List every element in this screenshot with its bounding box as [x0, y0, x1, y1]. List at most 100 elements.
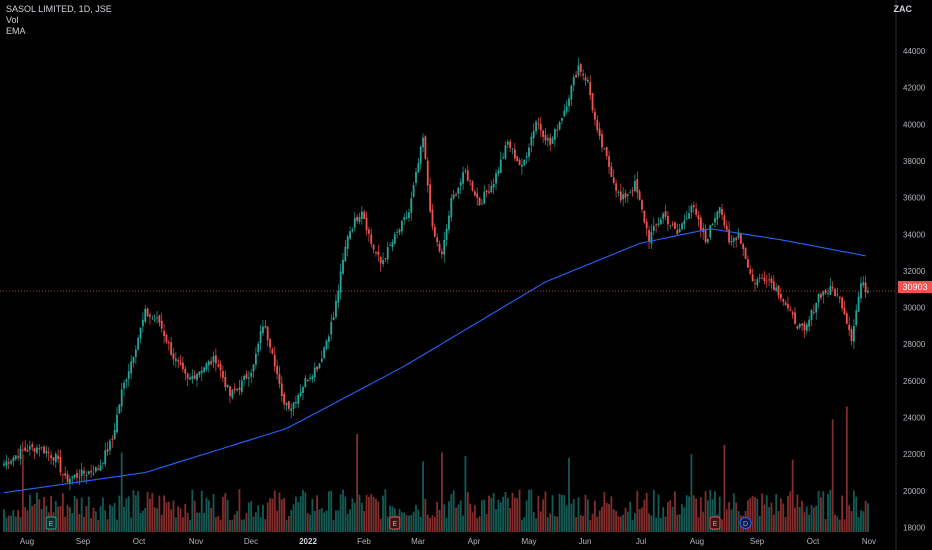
- price-axis[interactable]: 18000 20000 22000 24000 26000 28000 30000 32000…: [903, 47, 926, 533]
- candle-body: [518, 160, 521, 165]
- volume-bar: [676, 514, 679, 532]
- volume-bar: [827, 494, 829, 532]
- candle-body: [794, 312, 796, 325]
- candle-body: [415, 171, 417, 183]
- candle-body: [353, 217, 356, 228]
- candle-body: [436, 237, 439, 243]
- candle-body: [690, 206, 693, 213]
- candle-body: [652, 225, 655, 231]
- candle-body: [83, 470, 85, 474]
- volume-bar: [594, 500, 596, 532]
- volume-bar: [492, 492, 495, 532]
- candle-body: [457, 187, 460, 194]
- candle-body: [349, 231, 351, 239]
- candle-body: [5, 461, 8, 466]
- volume-bar: [666, 502, 669, 532]
- candle-body: [431, 209, 434, 227]
- candle-body: [553, 129, 556, 140]
- volume-bar: [756, 498, 759, 532]
- time-axis-tick: 2022: [299, 537, 317, 546]
- candle-body: [561, 117, 563, 121]
- candle-body: [499, 159, 502, 173]
- volume-bar: [535, 518, 537, 532]
- volume-bar: [431, 515, 434, 532]
- candle-body: [440, 251, 443, 254]
- candle-body: [224, 376, 227, 388]
- candle-body: [363, 211, 366, 220]
- volume-bar: [608, 504, 610, 532]
- volume-bar: [476, 518, 479, 532]
- candle-body: [193, 375, 196, 379]
- volume-bar: [751, 496, 754, 532]
- time-axis-tick: Mar: [411, 537, 425, 546]
- volume-bar: [808, 514, 811, 532]
- volume-bar: [363, 510, 366, 532]
- candle-body: [245, 374, 248, 379]
- ema-indicator-label[interactable]: EMA: [6, 26, 26, 36]
- candle-body: [163, 330, 165, 337]
- symbol-title[interactable]: SASOL LIMITED, 1D, JSE: [6, 4, 112, 14]
- candle-body: [820, 294, 822, 298]
- candle-body: [492, 184, 495, 188]
- candle-body: [210, 361, 213, 365]
- candle-body: [711, 223, 714, 226]
- volume-bar: [370, 494, 373, 532]
- volume-bar: [182, 517, 184, 532]
- candle-body: [714, 218, 716, 223]
- volume-bar: [820, 497, 822, 532]
- volume-bar: [224, 493, 227, 532]
- volume-bar: [236, 510, 238, 532]
- candle-body: [167, 342, 170, 344]
- volume-bar: [285, 519, 288, 532]
- volume-bar: [346, 513, 349, 532]
- candle-body: [17, 456, 20, 458]
- candle-body: [817, 293, 820, 303]
- volume-bar: [473, 505, 476, 532]
- candle-body: [356, 216, 359, 221]
- candle-body: [751, 274, 754, 282]
- volume-bar: [167, 501, 170, 532]
- candle-body: [763, 277, 766, 282]
- volume-bar: [485, 514, 488, 532]
- candle-body: [231, 389, 234, 398]
- volume-bar: [528, 489, 530, 532]
- volume-bar: [725, 509, 728, 532]
- volume-bar: [824, 519, 827, 532]
- volume-bar: [749, 498, 752, 532]
- candle-body: [681, 223, 683, 230]
- time-axis-tick: Jun: [579, 537, 592, 546]
- candle-body: [791, 312, 794, 315]
- candle-body: [297, 395, 300, 404]
- candle-body: [598, 128, 601, 136]
- volume-bar: [137, 491, 140, 532]
- volume-indicator-label[interactable]: Vol: [6, 15, 19, 25]
- volume-bar: [862, 511, 865, 532]
- candle-body: [683, 220, 686, 225]
- volume-bar: [415, 504, 417, 532]
- volume-bar: [356, 434, 359, 532]
- volume-bar: [125, 498, 128, 532]
- volume-bar: [511, 492, 514, 532]
- volume-bar: [490, 497, 493, 532]
- candle-body: [848, 324, 851, 331]
- volume-bar: [304, 492, 307, 532]
- candle-body: [422, 137, 424, 148]
- candle-body: [626, 194, 629, 196]
- volume-bar: [586, 499, 589, 532]
- volume-bar: [841, 495, 844, 532]
- candle-body: [250, 372, 253, 377]
- time-axis[interactable]: Aug Sep Oct Nov Dec 2022 Feb Mar Apr May Jun Jul Aug…: [20, 537, 876, 546]
- candle-body: [612, 177, 615, 183]
- volume-bar: [327, 491, 330, 532]
- volume-bar: [629, 501, 632, 532]
- volume-bar: [149, 498, 151, 532]
- volume-bar: [306, 513, 309, 532]
- candle-body: [723, 215, 726, 226]
- candle-body: [556, 129, 559, 131]
- volume-bar: [222, 496, 224, 532]
- price-axis-tick: 32000: [903, 267, 926, 276]
- currency-label[interactable]: ZAC: [893, 4, 913, 14]
- volume-bar: [146, 491, 149, 532]
- price-axis-tick: 28000: [903, 340, 926, 349]
